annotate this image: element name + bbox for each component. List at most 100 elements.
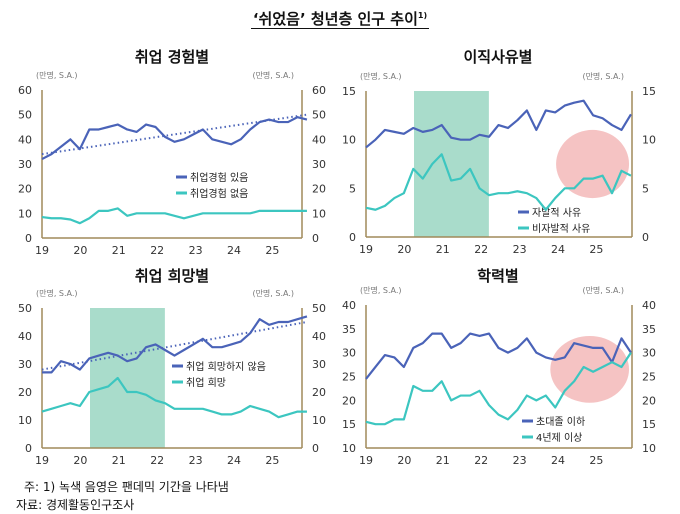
chart-2-pandemic-shade: [414, 91, 489, 237]
footnote: 주: 1) 녹색 음영은 팬데믹 기간을 나타냄: [24, 480, 229, 494]
chart-1-legend-label-1: 취업경험 있음: [190, 171, 248, 184]
chart-4-xtick: 20: [397, 454, 411, 467]
chart-4-ytick-right: 25: [642, 371, 656, 384]
chart-4-xtick: 22: [474, 454, 488, 467]
chart-3-ytick-left: 30: [18, 358, 32, 371]
chart-1-ytick-left: 0: [25, 232, 32, 245]
chart-2-legend-label-2: 비자발적 사유: [532, 223, 590, 235]
chart-2-ytick-right: 5: [642, 182, 649, 195]
chart-2-highlight-circle: [556, 129, 630, 199]
chart-3-series-1-line: [42, 315, 308, 374]
title-footnote-mark: 1): [417, 11, 428, 20]
chart-4-legend-label-2: 4년제 이상: [536, 432, 582, 444]
chart-1-ytick-left: 40: [18, 133, 32, 146]
chart-1-xtick: 24: [227, 244, 241, 257]
chart-3-legend-label-2: 취업 희망: [186, 376, 226, 389]
chart-3-unit-right: (만명, S.A.): [252, 288, 294, 298]
chart-3-ytick-left: 10: [18, 414, 32, 427]
chart-4-legend-label-1: 초대졸 이하: [536, 415, 585, 428]
figure-title: ‘쉬었음’ 청년층 인구 추이1): [0, 8, 680, 29]
chart-3-ytick-right: 0: [312, 442, 319, 455]
chart-4-ytick-right: 20: [642, 394, 656, 407]
chart-3-ytick-left: 50: [18, 302, 32, 315]
chart-1-series-2-line: [41, 207, 307, 225]
chart-3-xtick: 25: [265, 454, 279, 467]
chart-1-ytick-right: 60: [312, 84, 326, 97]
chart-3-ytick-right: 40: [312, 330, 326, 343]
chart-2-series-1-line: [365, 99, 632, 149]
chart-3-legend-label-1: 취업 희망하지 않음: [186, 360, 266, 373]
chart-2-xtick: 24: [551, 243, 565, 256]
chart-2-xtick: 22: [474, 243, 488, 256]
title-text: ‘쉬었음’ 청년층 인구 추이: [252, 10, 418, 28]
chart-3-ytick-left: 20: [18, 386, 32, 399]
chart-2-ytick-left: 10: [342, 134, 356, 147]
chart-4-ytick-left: 40: [342, 299, 356, 312]
chart-4-ytick-right: 40: [642, 299, 656, 312]
chart-1-xtick: 23: [189, 244, 203, 257]
chart-4-series-2-line: [365, 352, 632, 426]
source-note: 자료: 경제활동인구조사: [16, 498, 135, 512]
chart-3-xtick: 23: [189, 454, 203, 467]
chart-4-title: 학력별: [477, 267, 519, 285]
chart-4-ytick-left: 20: [342, 394, 356, 407]
chart-3-ytick-right: 10: [312, 414, 326, 427]
chart-4-ytick-left: 10: [342, 442, 356, 455]
chart-4-ytick-left: 15: [342, 418, 356, 431]
chart-2-series-2-line: [365, 153, 632, 211]
chart-1-ytick-right: 10: [312, 207, 326, 220]
chart-1-ytick-right: 0: [312, 232, 319, 245]
chart-2-unit-right: (만명, S.A.): [582, 71, 624, 81]
chart-1-xtick: 20: [73, 244, 87, 257]
chart-1-legend-label-2: 취업경험 없음: [190, 187, 248, 200]
chart-1-unit-right: (만명, S.A.): [252, 70, 294, 80]
chart-2-ytick-left: 5: [349, 182, 356, 195]
chart-3-unit-left: (만명, S.A.): [36, 288, 78, 298]
chart-1-ytick-left: 20: [18, 183, 32, 196]
chart-3-trend-line: [41, 321, 308, 371]
chart-4-series-1-line: [365, 332, 632, 380]
chart-2-legend-label-1: 자발적 사유: [532, 207, 581, 219]
chart-1-ytick-left: 30: [18, 158, 32, 171]
chart-1-ytick-right: 30: [312, 158, 326, 171]
chart-3-ytick-right: 20: [312, 386, 326, 399]
chart-4-ytick-right: 10: [642, 442, 656, 455]
chart-2-ytick-left: 0: [349, 231, 356, 244]
chart-1-xtick: 19: [35, 244, 49, 257]
chart-2-xtick: 23: [513, 243, 527, 256]
chart-1-ytick-right: 50: [312, 109, 326, 122]
chart-2-xtick: 19: [359, 243, 373, 256]
chart-3-pandemic-shade: [90, 308, 165, 448]
chart-4-ytick-right: 30: [642, 347, 656, 360]
chart-2-xtick: 21: [436, 243, 450, 256]
chart-4-xtick: 25: [589, 454, 603, 467]
chart-2-ytick-right: 0: [642, 231, 649, 244]
chart-3-ytick-left: 0: [25, 442, 32, 455]
chart-2-ytick-right: 10: [642, 134, 656, 147]
chart-1-title: 취업 경험별: [134, 48, 210, 66]
chart-3-ytick-left: 40: [18, 330, 32, 343]
chart-1-xtick: 21: [112, 244, 126, 257]
chart-3-xtick: 24: [227, 454, 241, 467]
chart-1-ytick-right: 40: [312, 133, 326, 146]
chart-4-ytick-left: 25: [342, 371, 356, 384]
chart-4-xtick: 19: [359, 454, 373, 467]
chart-4-unit-left: (만명, S.A.): [360, 285, 402, 295]
chart-1-series-1-line: [41, 116, 308, 161]
chart-2-ytick-right: 15: [642, 85, 656, 98]
chart-2-ytick-left: 15: [342, 85, 356, 98]
chart-3-series-2-line: [41, 376, 307, 419]
chart-3-xtick: 21: [112, 454, 126, 467]
chart-3-ytick-right: 50: [312, 302, 326, 315]
chart-2-unit-left: (만명, S.A.): [360, 71, 402, 81]
chart-3-xtick: 19: [35, 454, 49, 467]
chart-4-xtick: 24: [551, 454, 565, 467]
chart-4-unit-right: (만명, S.A.): [582, 285, 624, 295]
chart-4-ytick-right: 35: [642, 323, 656, 336]
chart-1-ytick-right: 20: [312, 183, 326, 196]
chart-4-ytick-left: 35: [342, 323, 356, 336]
chart-4-xtick: 21: [436, 454, 450, 467]
chart-2-xtick: 25: [589, 243, 603, 256]
